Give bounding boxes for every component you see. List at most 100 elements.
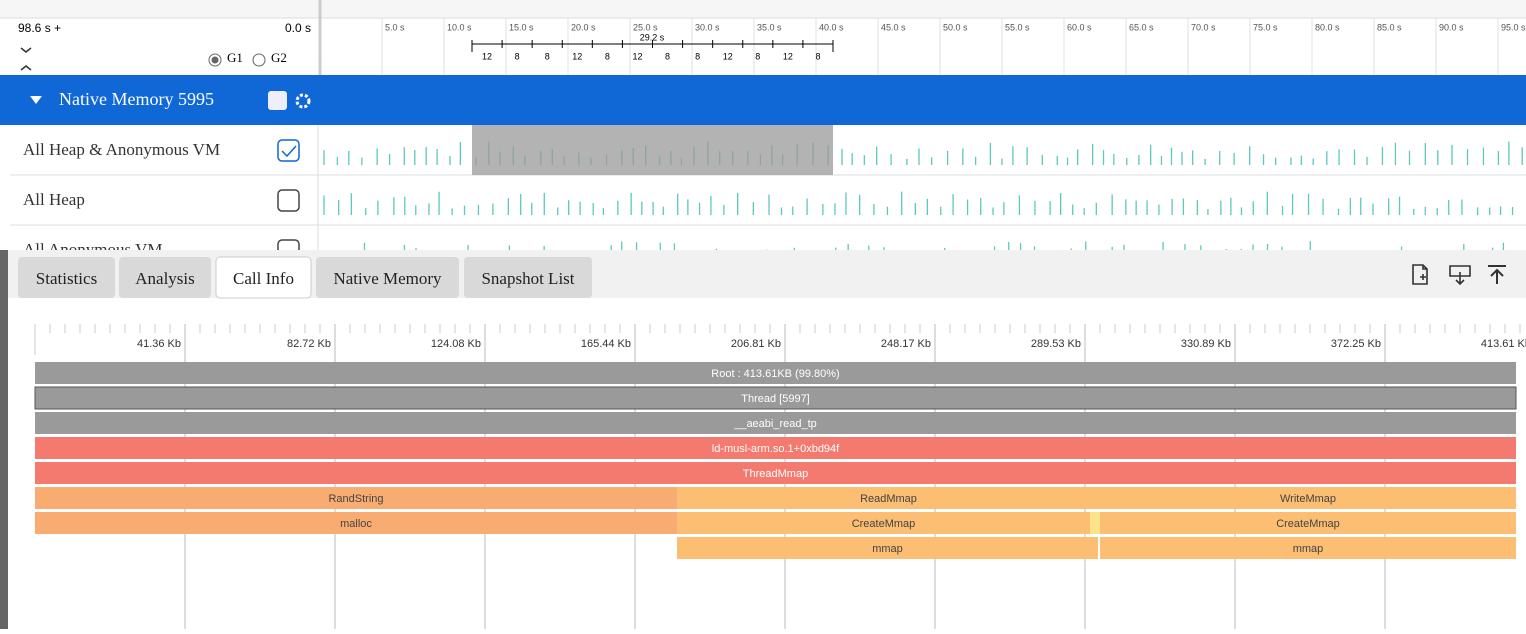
time-tick-label: 80.0 s bbox=[1315, 22, 1340, 32]
offset-time: 0.0 s bbox=[285, 21, 311, 35]
tab-label: Statistics bbox=[36, 269, 97, 288]
flame-frame[interactable] bbox=[1100, 487, 1516, 509]
frame-label: Thread [5997] bbox=[741, 393, 810, 405]
scale-label: 289.53 Kb bbox=[1031, 338, 1081, 350]
frame-label: CreateMmap bbox=[852, 518, 916, 530]
frame-label: ReadMmap bbox=[860, 493, 917, 505]
process-header bbox=[0, 75, 1526, 125]
flame-frame[interactable] bbox=[677, 537, 1098, 559]
group-label: G1 bbox=[227, 50, 243, 65]
time-tick-label: 25.0 s bbox=[633, 22, 658, 32]
tab[interactable] bbox=[316, 257, 459, 298]
row-checkbox[interactable] bbox=[277, 189, 300, 212]
time-tick-label: 35.0 s bbox=[757, 22, 782, 32]
time-tick-label: 75.0 s bbox=[1253, 22, 1278, 32]
flame-frame[interactable] bbox=[35, 362, 1516, 384]
scale-label: 248.17 Kb bbox=[881, 338, 931, 350]
scale-label: 82.72 Kb bbox=[287, 338, 331, 350]
flame-frame[interactable] bbox=[1100, 512, 1516, 534]
process-name: Native Memory 5995 bbox=[59, 89, 214, 109]
frame-label: CreateMmap bbox=[1276, 518, 1340, 530]
segment-label: 12 bbox=[482, 51, 492, 61]
time-tick-label: 10.0 s bbox=[447, 22, 472, 32]
frame-label: mmap bbox=[872, 543, 903, 555]
time-tick-label: 45.0 s bbox=[881, 22, 906, 32]
settings-icon[interactable] bbox=[295, 93, 311, 109]
scale-label: 330.89 Kb bbox=[1181, 338, 1231, 350]
scale-label: 372.25 Kb bbox=[1331, 338, 1381, 350]
expand-arrow[interactable] bbox=[30, 96, 42, 104]
time-tick-label: 5.0 s bbox=[385, 22, 405, 32]
segment-label: 8 bbox=[755, 51, 760, 61]
time-tick-label: 90.0 s bbox=[1439, 22, 1464, 32]
scale-label: 165.44 Kb bbox=[581, 338, 631, 350]
collapse-icons[interactable] bbox=[20, 47, 32, 71]
scale-label: 124.08 Kb bbox=[431, 338, 481, 350]
flame-frame[interactable] bbox=[34, 386, 1517, 410]
time-tick-label: 30.0 s bbox=[695, 22, 720, 32]
frame-sliver bbox=[1090, 512, 1100, 534]
new-file-icon[interactable] bbox=[1412, 264, 1428, 285]
segment-label: 8 bbox=[545, 51, 550, 61]
segment-label: 12 bbox=[723, 51, 733, 61]
group-radio[interactable] bbox=[252, 53, 266, 67]
memory-row: All Heap bbox=[10, 175, 1526, 226]
scale-label: 413.61 Kb bbox=[1481, 338, 1526, 350]
top-icon[interactable] bbox=[1488, 265, 1506, 284]
frame-label: malloc bbox=[340, 518, 372, 530]
segment-label: 8 bbox=[695, 51, 700, 61]
process-checkbox[interactable] bbox=[268, 91, 287, 110]
scale-label: 206.81 Kb bbox=[731, 338, 781, 350]
tab-label: Call Info bbox=[233, 269, 294, 288]
tab-label: Snapshot List bbox=[481, 269, 574, 288]
memory-row: All Heap & Anonymous VM bbox=[10, 125, 1526, 176]
check-mark bbox=[281, 145, 297, 158]
flame-frame[interactable] bbox=[35, 412, 1516, 434]
frame-label: Root : 413.61KB (99.80%) bbox=[711, 368, 839, 380]
segment-label: 12 bbox=[632, 51, 642, 61]
segment-label: 8 bbox=[665, 51, 670, 61]
time-tick-label: 55.0 s bbox=[1005, 22, 1030, 32]
row-label: All Anonymous VM bbox=[23, 240, 163, 259]
time-tick-label: 95.0 s bbox=[1501, 22, 1526, 32]
time-tick-label: 85.0 s bbox=[1377, 22, 1402, 32]
frame-label: WriteMmap bbox=[1280, 493, 1336, 505]
frame-label: mmap bbox=[1293, 543, 1324, 555]
total-time: 98.6 s + bbox=[18, 21, 61, 35]
tab-label: Native Memory bbox=[333, 269, 442, 288]
top-strip bbox=[0, 0, 1526, 18]
tab[interactable] bbox=[215, 256, 312, 299]
time-tick-label: 65.0 s bbox=[1129, 22, 1154, 32]
selection-length: 29.2 s bbox=[640, 32, 665, 42]
flame-frame[interactable] bbox=[35, 437, 1516, 459]
tab[interactable] bbox=[464, 257, 592, 298]
row-label: All Heap bbox=[23, 190, 85, 209]
flame-frame[interactable] bbox=[35, 512, 677, 534]
scale-label: 41.36 Kb bbox=[137, 338, 181, 350]
row-checkbox[interactable] bbox=[277, 139, 300, 162]
time-tick-label: 70.0 s bbox=[1191, 22, 1216, 32]
time-tick-label: 15.0 s bbox=[509, 22, 534, 32]
tab[interactable] bbox=[119, 257, 211, 298]
time-tick-label: 60.0 s bbox=[1067, 22, 1092, 32]
row-label: All Heap & Anonymous VM bbox=[23, 140, 220, 159]
time-tick-label: 20.0 s bbox=[571, 22, 596, 32]
tab[interactable] bbox=[18, 257, 115, 298]
flame-frame[interactable] bbox=[677, 512, 1090, 534]
tab-label: Analysis bbox=[135, 269, 195, 288]
segment-label: 8 bbox=[605, 51, 610, 61]
time-tick-label: 50.0 s bbox=[943, 22, 968, 32]
range-selection bbox=[472, 125, 833, 175]
flame-frame[interactable] bbox=[35, 462, 1516, 484]
frame-label: __aeabi_read_tp bbox=[733, 418, 817, 430]
time-tick-label: 40.0 s bbox=[819, 22, 844, 32]
flame-frame[interactable] bbox=[1100, 537, 1516, 559]
download-icon[interactable] bbox=[1449, 265, 1471, 286]
flame-frame[interactable] bbox=[35, 487, 677, 509]
row-checkbox[interactable] bbox=[277, 239, 300, 261]
group-radio-dot bbox=[211, 56, 219, 64]
group-label: G2 bbox=[271, 50, 287, 65]
segment-label: 8 bbox=[815, 51, 820, 61]
flame-frame[interactable] bbox=[677, 487, 1100, 509]
